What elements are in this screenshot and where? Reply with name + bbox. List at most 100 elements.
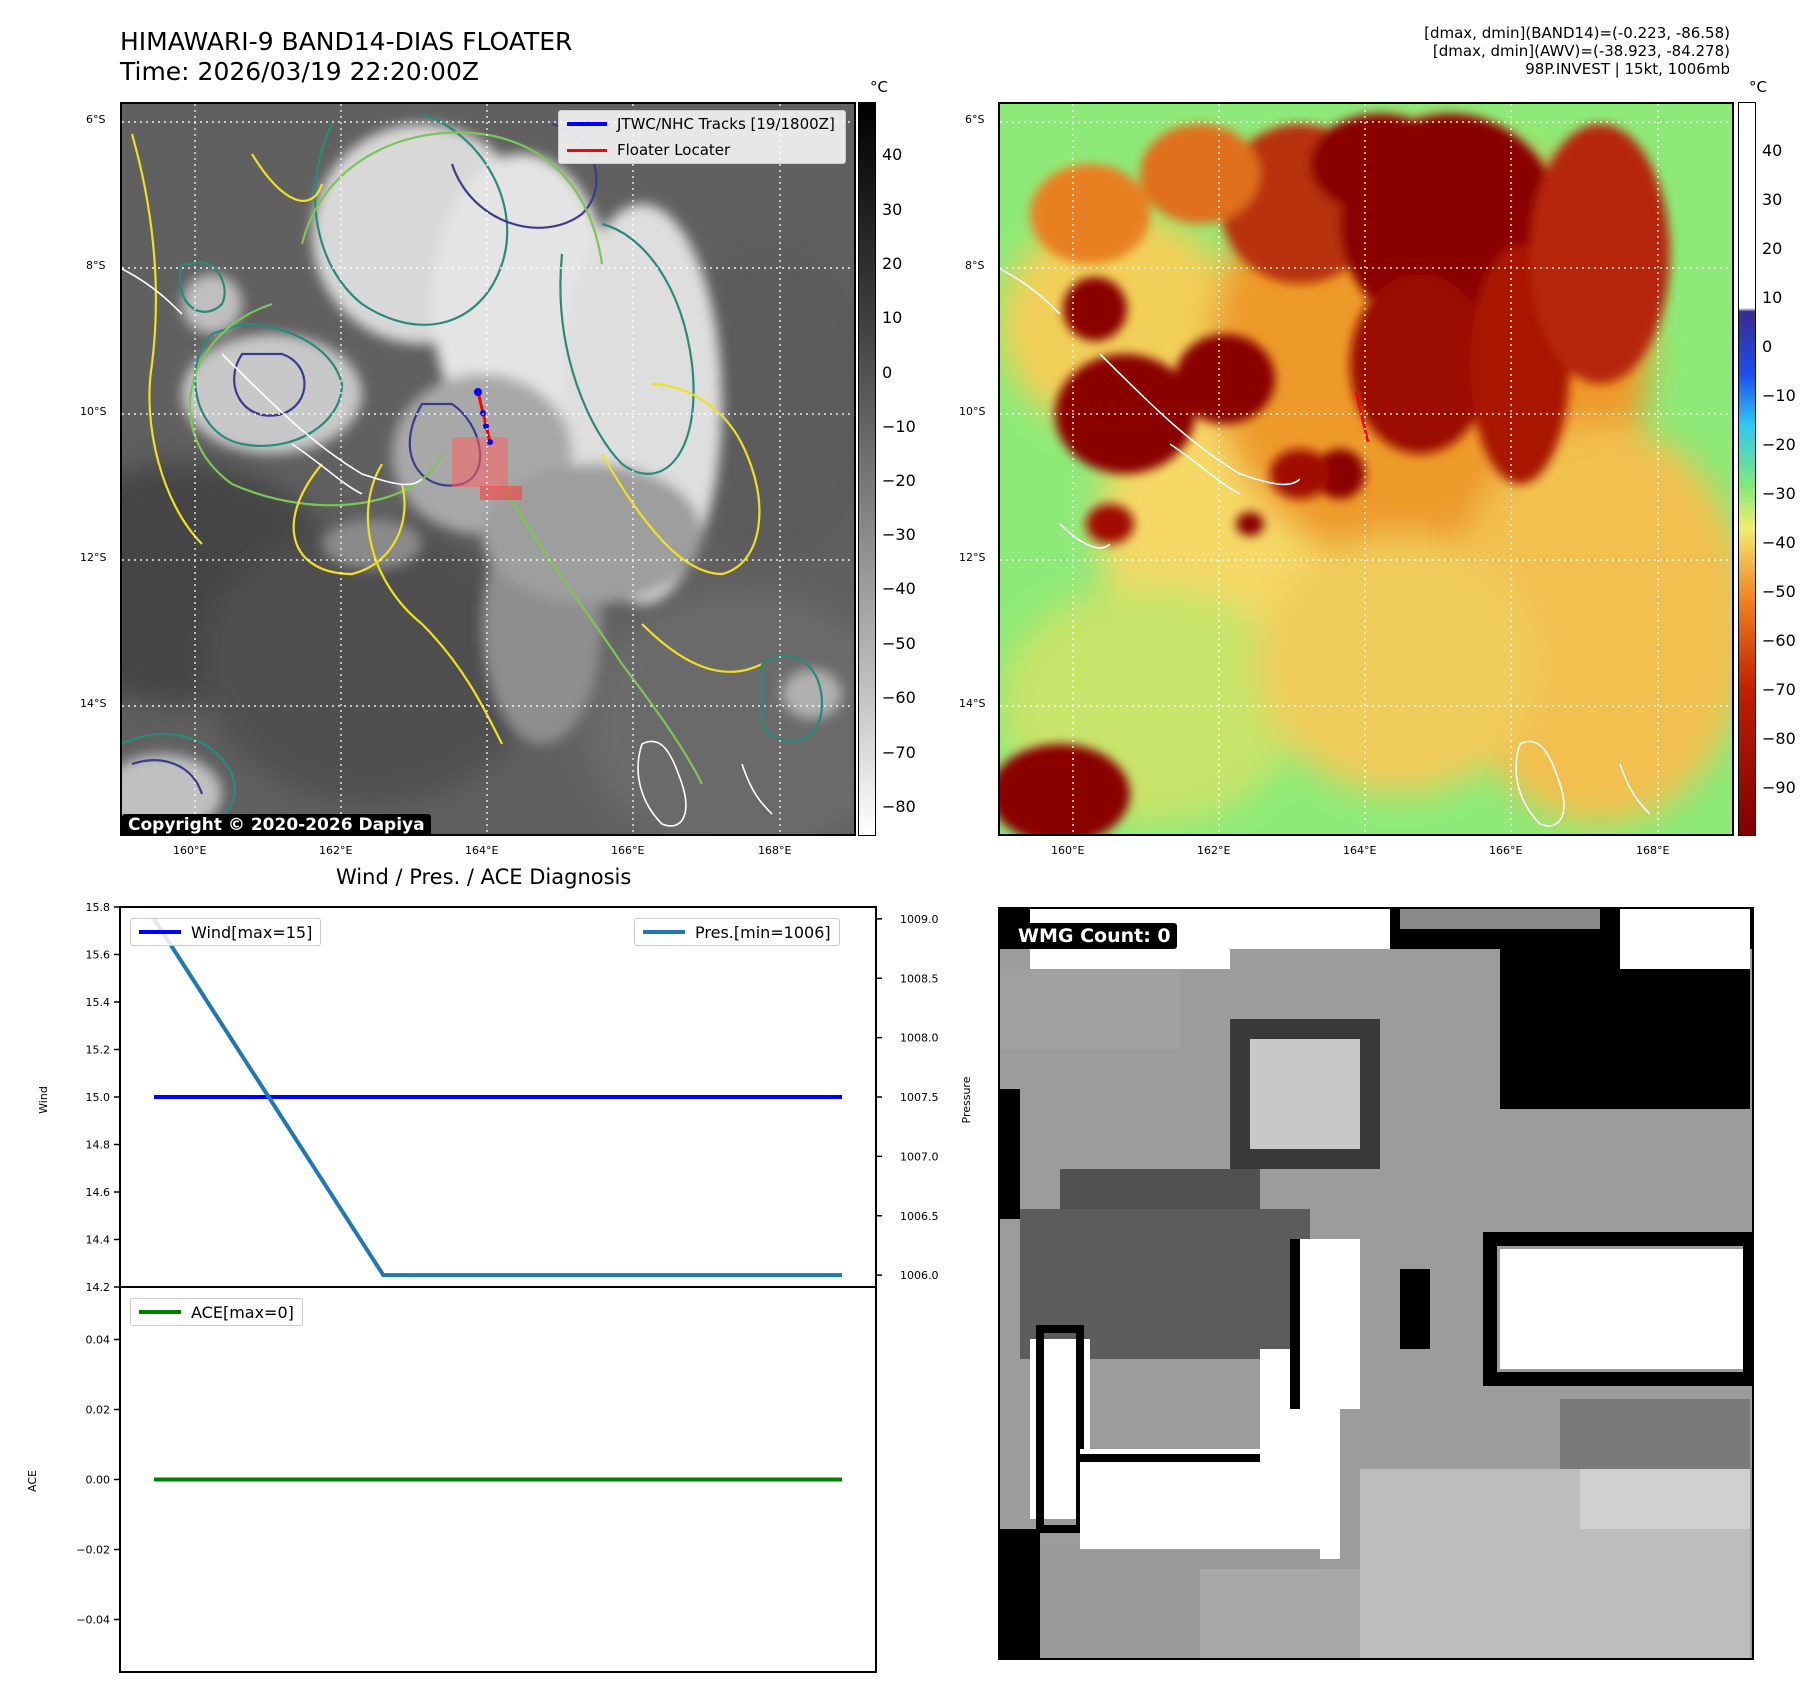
pressure-tick-label: 1007.5	[900, 1091, 939, 1104]
ir-colorbar-tick: −80	[882, 797, 916, 816]
storm-info: [dmax, dmin](BAND14)=(-0.223, -86.58) [d…	[1424, 24, 1730, 78]
legend-item-pressure: Pres.[min=1006]	[635, 919, 839, 945]
pressure-series-line	[152, 917, 842, 1278]
info-line-3: 98P.INVEST | 15kt, 1006mb	[1525, 60, 1730, 78]
ir-colorbar-tick: 40	[882, 145, 903, 164]
wind-swatch-icon	[139, 930, 181, 934]
floater-locater-line	[476, 391, 492, 443]
tracks-swatch-icon	[567, 122, 607, 126]
diagnosis-chart: 15.8 15.6 15.4 15.2 15.0 14.8 14.6 14.4 14.2 100…	[26, 901, 973, 1673]
wind-axis-label: Wind	[37, 1086, 50, 1114]
pressure-y-ticks: 1009.0 1008.5 1008.0 1007.5 1007.0 1006.5 1006…	[876, 913, 939, 1282]
series-layer	[152, 917, 842, 1482]
diagnosis-title: Wind / Pres. / ACE Diagnosis	[336, 865, 632, 889]
ir-colorbar-tick: −30	[882, 525, 916, 544]
pressure-tick-label: 1007.0	[900, 1150, 939, 1163]
awv-colorbar-tick: −30	[1762, 484, 1796, 503]
wind-tick-label: 14.2	[86, 1281, 111, 1294]
ir-lon-label: 164°E	[465, 844, 499, 857]
ir-lat-label: 14°S	[80, 697, 107, 710]
ir-colorbar-unit: °C	[870, 78, 888, 96]
wind-tick-label: 15.0	[86, 1091, 111, 1104]
ace-tick-label: −0.02	[76, 1544, 110, 1557]
ace-tick-label: 0.04	[86, 1334, 111, 1347]
wind-tick-label: 14.6	[86, 1186, 111, 1199]
pressure-axis-label: Pressure	[960, 1076, 973, 1123]
wind-tick-label: 15.4	[86, 996, 111, 1009]
awv-colorbar-tick: −20	[1762, 435, 1796, 454]
pressure-tick-label: 1006.0	[900, 1269, 939, 1282]
awv-colorbar-tick: 0	[1762, 337, 1773, 356]
ir-lon-label: 166°E	[611, 844, 645, 857]
awv-colorbar-tick: −40	[1762, 533, 1796, 552]
awv-colorbar-tick: −70	[1762, 680, 1796, 699]
ir-colorbar-tick: −20	[882, 471, 916, 490]
ir-colorbar-tick: −50	[882, 634, 916, 653]
wind-tick-label: 15.6	[86, 949, 111, 962]
legend-ace-label: ACE[max=0]	[191, 1302, 294, 1322]
ace-axis-label: ACE	[26, 1470, 39, 1492]
ace-tick-label: 0.00	[86, 1474, 111, 1487]
ir-colorbar-tick: 10	[882, 308, 903, 327]
awv-lat-label: 12°S	[959, 551, 986, 564]
awv-lon-label: 166°E	[1489, 844, 1523, 857]
wmg-count-badge: WMG Count: 0	[1012, 923, 1177, 949]
legend-pressure-label: Pres.[min=1006]	[695, 922, 831, 942]
awv-lat-label: 8°S	[965, 259, 985, 272]
ir-colorbar-tick: 30	[882, 200, 903, 219]
ace-swatch-icon	[139, 1310, 181, 1314]
ir-lon-label: 160°E	[173, 844, 207, 857]
copyright-badge: Copyright © 2020-2026 Dapiya	[122, 814, 431, 834]
pressure-tick-label: 1008.0	[900, 1032, 939, 1045]
ir-colorbar-tick: 20	[882, 254, 903, 273]
ir-colorbar-tick: −10	[882, 417, 916, 436]
ir-colorbar-tick: −40	[882, 579, 916, 598]
awv-colorbar-tick: 20	[1762, 239, 1783, 258]
awv-lon-label: 168°E	[1636, 844, 1670, 857]
awv-lon-label: 160°E	[1051, 844, 1085, 857]
ir-lon-label: 162°E	[319, 844, 353, 857]
awv-colorbar-tick: −10	[1762, 386, 1796, 405]
title-line-2: Time: 2026/03/19 22:20:00Z	[120, 57, 479, 86]
legend-wind-label: Wind[max=15]	[191, 922, 313, 942]
legend-item-wind: Wind[max=15]	[131, 919, 320, 945]
ir-colorbar-tick: −70	[882, 743, 916, 762]
pressure-tick-label: 1009.0	[900, 913, 939, 926]
wind-tick-label: 14.4	[86, 1234, 111, 1247]
legend-locater-label: Floater Locater	[617, 141, 731, 159]
ir-satellite-panel: JTWC/NHC Tracks [19/1800Z] Floater Locat…	[120, 102, 856, 836]
awv-panel	[998, 102, 1734, 836]
awv-lat-label: 6°S	[965, 113, 985, 126]
awv-lat-label: 14°S	[959, 697, 986, 710]
ir-lat-label: 8°S	[86, 259, 106, 272]
awv-lon-label: 162°E	[1197, 844, 1231, 857]
awv-colorbar-unit: °C	[1749, 78, 1767, 96]
pressure-tick-label: 1008.5	[900, 972, 939, 985]
pressure-legend: Pres.[min=1006]	[634, 918, 840, 946]
ir-lat-label: 6°S	[86, 113, 106, 126]
locater-swatch-icon	[567, 148, 607, 152]
awv-lat-label: 10°S	[959, 405, 986, 418]
ace-tick-label: −0.04	[76, 1614, 110, 1627]
awv-colorbar	[1738, 102, 1756, 836]
title-line-1: HIMAWARI-9 BAND14-DIAS FLOATER	[120, 27, 573, 56]
legend-tracks-label: JTWC/NHC Tracks [19/1800Z]	[617, 115, 835, 133]
jtwc-track	[474, 388, 493, 445]
awv-colorbar-tick: −60	[1762, 631, 1796, 650]
awv-imagery	[1000, 104, 1732, 834]
awv-colorbar-tick: −80	[1762, 729, 1796, 748]
ir-lat-label: 12°S	[80, 551, 107, 564]
wmg-panel: WMG Count: 0	[998, 907, 1754, 1660]
info-line-2: [dmax, dmin](AWV)=(-38.923, -84.278)	[1432, 42, 1730, 60]
wind-y-ticks: 15.8 15.6 15.4 15.2 15.0 14.8 14.6 14.4 14.2	[86, 901, 120, 1294]
legend-item-locater: Floater Locater	[559, 137, 845, 163]
ir-colorbar-tick: −60	[882, 688, 916, 707]
ir-colorbar	[858, 102, 876, 836]
awv-colorbar-tick: −50	[1762, 582, 1796, 601]
ir-imagery	[122, 104, 854, 834]
ir-colorbar-tick: 0	[882, 363, 893, 382]
awv-colorbar-tick: −90	[1762, 778, 1796, 797]
awv-colorbar-tick: 30	[1762, 190, 1783, 209]
awv-lon-label: 164°E	[1343, 844, 1377, 857]
pressure-swatch-icon	[643, 930, 685, 934]
